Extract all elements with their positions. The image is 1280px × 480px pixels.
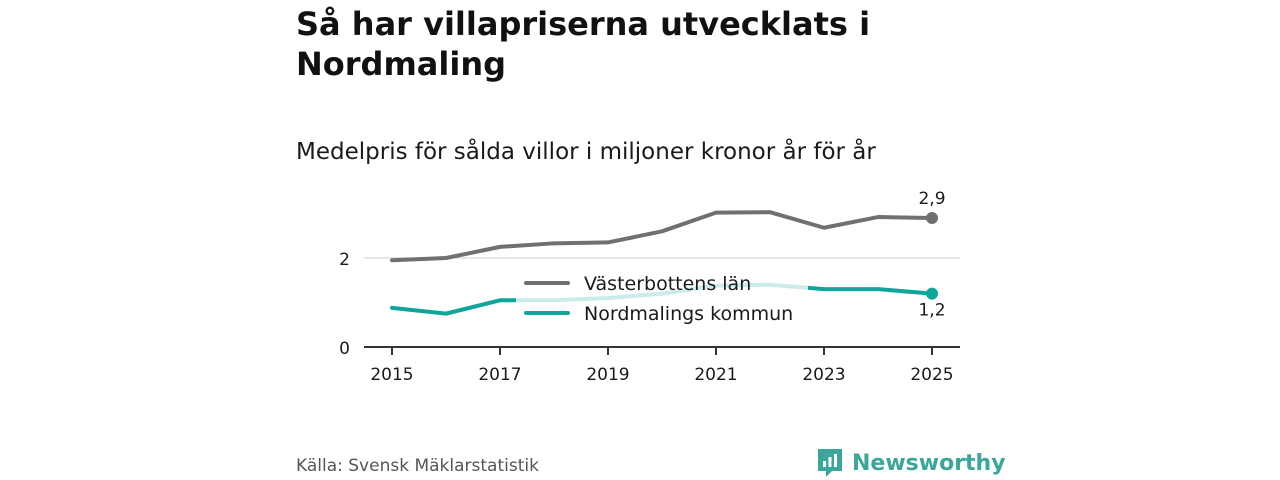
legend-label-nordmalings-kommun: Nordmalings kommun xyxy=(584,303,793,325)
chart-subtitle: Medelpris för sålda villor i miljoner kr… xyxy=(296,139,876,165)
legend: Västerbottens län Nordmalings kommun xyxy=(516,268,808,328)
data-label-nordmalings-kommun-2025: 1,2 xyxy=(918,301,945,321)
data-label-vasterbottens-lan-2025: 2,9 xyxy=(918,189,945,209)
source-note: Källa: Svensk Mäklarstatistik xyxy=(296,456,539,476)
x-tick-label-2023: 2023 xyxy=(802,365,845,385)
newsworthy-logo-text: Newsworthy xyxy=(852,450,1006,476)
x-tick-label-2017: 2017 xyxy=(478,365,521,385)
chart-title: Så har villapriserna utvecklats i Nordma… xyxy=(296,5,871,83)
x-tick-label-2015: 2015 xyxy=(370,365,413,385)
x-tick-label-2025: 2025 xyxy=(910,365,953,385)
x-tick-label-2021: 2021 xyxy=(694,365,737,385)
legend-background xyxy=(516,268,808,328)
y-tick-label-0: 0 xyxy=(339,339,350,359)
newsworthy-logo-icon xyxy=(818,449,842,477)
x-tick-label-2019: 2019 xyxy=(586,365,629,385)
newsworthy-logo: Newsworthy xyxy=(816,446,1006,480)
y-tick-label-2: 2 xyxy=(339,250,350,270)
legend-label-vasterbottens-lan: Västerbottens län xyxy=(584,273,751,295)
end-point-nordmalings-kommun xyxy=(926,287,938,300)
end-point-vasterbottens-lan xyxy=(926,211,938,224)
series-line-vasterbottens-lan xyxy=(390,210,934,263)
x-ticks: 2015 2017 2019 2021 2023 2025 xyxy=(370,347,954,385)
